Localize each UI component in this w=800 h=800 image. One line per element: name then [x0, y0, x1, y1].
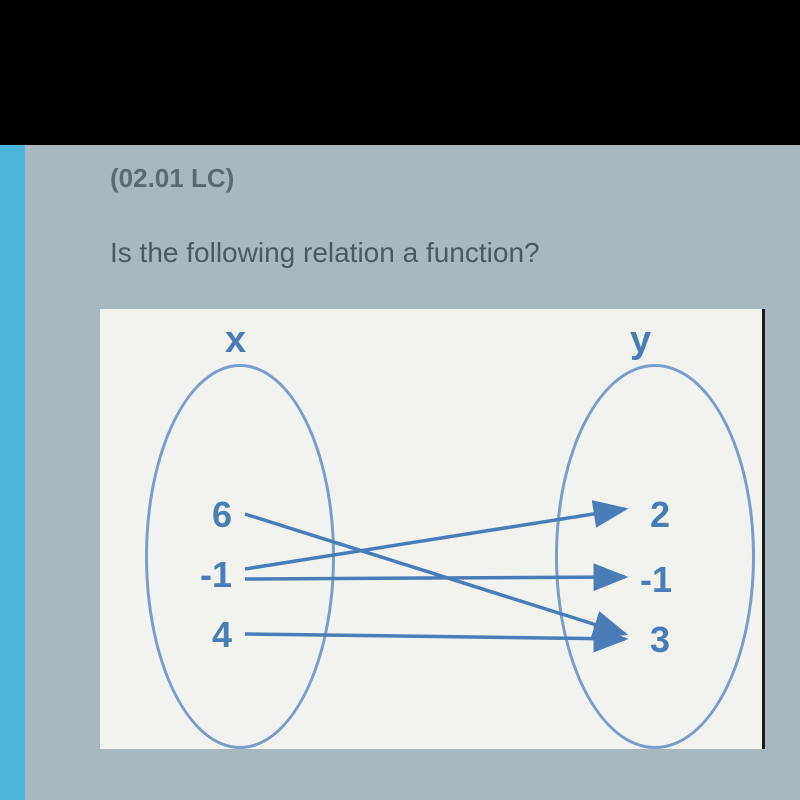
y-value: 2 [650, 494, 670, 536]
content-area: (02.01 LC) Is the following relation a f… [0, 145, 800, 800]
x-value: 4 [212, 614, 232, 656]
x-value: 6 [212, 494, 232, 536]
y-value: 3 [650, 619, 670, 661]
x-value: -1 [200, 554, 232, 596]
question-text: Is the following relation a function? [0, 202, 800, 294]
left-accent-bar [0, 145, 25, 800]
top-black-bar [0, 0, 800, 145]
question-code: (02.01 LC) [0, 145, 800, 202]
y-set-ellipse [555, 364, 755, 749]
x-set-label: x [225, 319, 246, 362]
mapping-diagram: x y 6 -1 4 2 -1 3 [100, 309, 765, 749]
y-value: -1 [640, 559, 672, 601]
y-set-label: y [630, 319, 651, 362]
x-set-ellipse [145, 364, 335, 749]
